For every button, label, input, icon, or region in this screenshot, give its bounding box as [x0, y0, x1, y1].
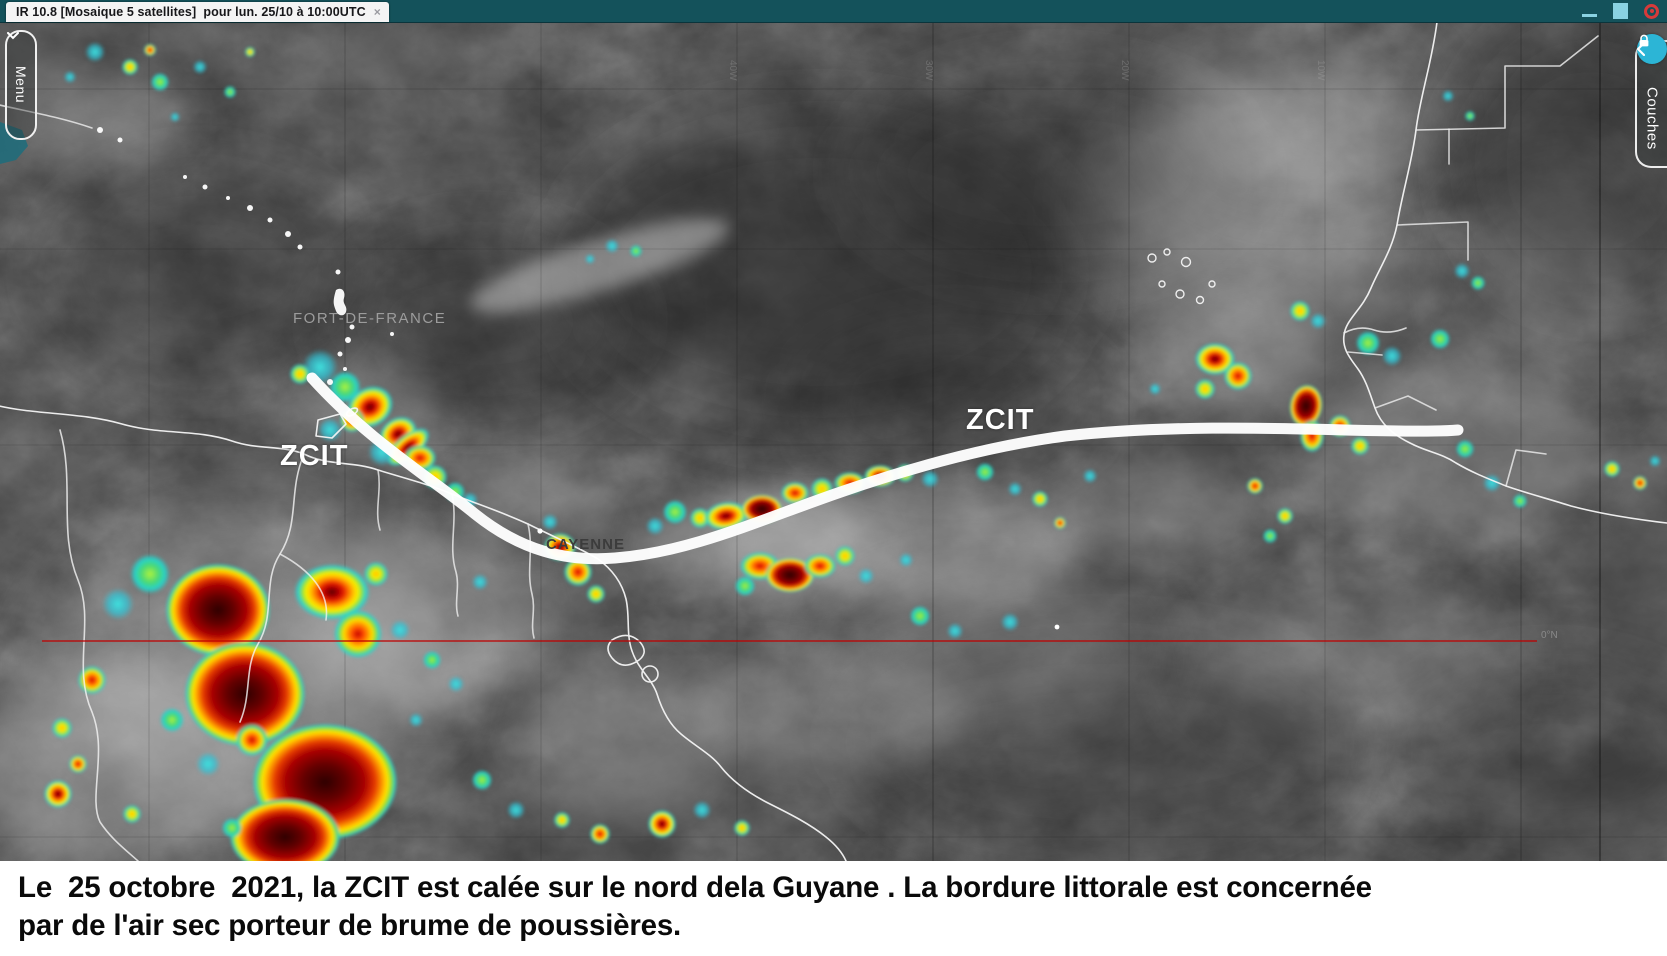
close-icon[interactable] [1644, 3, 1659, 19]
window-controls [1582, 0, 1659, 22]
chevron-down-icon [7, 32, 19, 40]
satellite-map-viewport[interactable]: Menu Couches FORT-DE-FRANCE CAYENNE ZCIT… [0, 22, 1667, 861]
zcit-line [306, 372, 1464, 565]
caption-panel: Le 25 octobre 2021, la ZCIT est calée su… [0, 861, 1667, 956]
document-tab[interactable]: IR 10.8 [Mosaique 5 satellites] pour lun… [6, 2, 389, 22]
menu-button[interactable]: Menu [5, 30, 37, 140]
maximize-icon[interactable] [1613, 3, 1628, 19]
chevron-left-icon [1637, 42, 1645, 56]
satellite-ir-image [0, 22, 1667, 861]
document-tab-title: IR 10.8 [Mosaique 5 satellites] pour lun… [16, 5, 366, 19]
menu-button-label: Menu [13, 66, 29, 104]
lock-button[interactable] [1637, 34, 1667, 64]
minimize-icon[interactable] [1582, 14, 1597, 17]
tab-close-icon[interactable]: × [373, 5, 381, 19]
caption-line-2: par de l'air sec porteur de brume de pou… [18, 909, 682, 942]
layers-tab-label: Couches [1643, 87, 1661, 150]
city-markers [537, 528, 1060, 630]
title-bar: IR 10.8 [Mosaique 5 satellites] pour lun… [0, 0, 1667, 23]
layers-panel-tab[interactable]: Couches [1635, 34, 1667, 168]
convective-cells [44, 42, 1661, 861]
caption-line-1: Le 25 octobre 2021, la ZCIT est calée su… [18, 871, 1372, 904]
cloud-shading [0, 22, 1667, 861]
